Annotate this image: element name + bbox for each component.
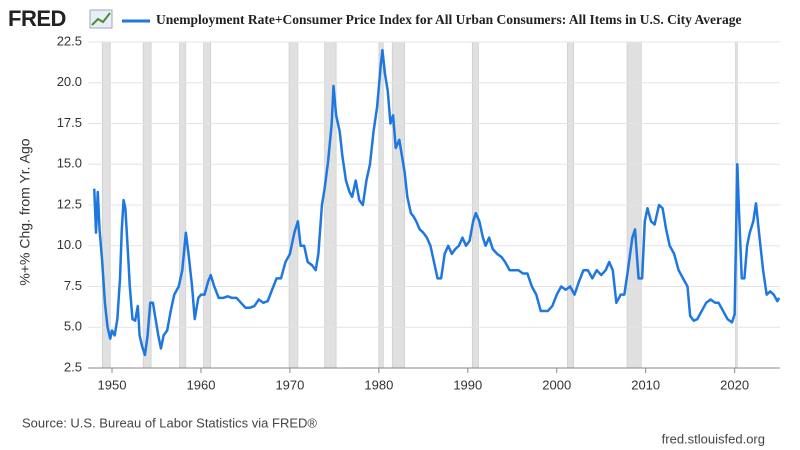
x-tick-label: 2000 (542, 377, 571, 392)
logo: FRED (8, 6, 66, 31)
y-tick-label: 12.5 (57, 196, 82, 211)
url: fred.stlouisfed.org (662, 431, 765, 446)
x-tick-label: 1990 (453, 377, 482, 392)
y-tick-label: 2.5 (64, 359, 82, 374)
x-tick-label: 1970 (275, 377, 304, 392)
x-tick-label: 2020 (720, 377, 749, 392)
source: Source: U.S. Bureau of Labor Statistics … (22, 415, 317, 430)
x-tick-label: 1950 (98, 377, 127, 392)
x-tick-label: 2010 (631, 377, 660, 392)
y-tick-label: 15.0 (57, 156, 82, 171)
y-tick-label: 17.5 (57, 115, 82, 130)
legend-label: Unemployment Rate+Consumer Price Index f… (156, 12, 742, 27)
logo-icon (89, 9, 113, 29)
y-tick-label: 10.0 (57, 237, 82, 252)
x-tick-label: 1960 (187, 377, 216, 392)
y-tick-label: 22.5 (57, 33, 82, 48)
y-axis-label: %+% Chg. from Yr. Ago (17, 138, 33, 285)
data-line (92, 48, 781, 357)
y-tick-label: 20.0 (57, 74, 82, 89)
x-tick-label: 1980 (364, 377, 393, 392)
y-tick-label: 7.5 (64, 278, 82, 293)
y-tick-label: 5.0 (64, 319, 82, 334)
